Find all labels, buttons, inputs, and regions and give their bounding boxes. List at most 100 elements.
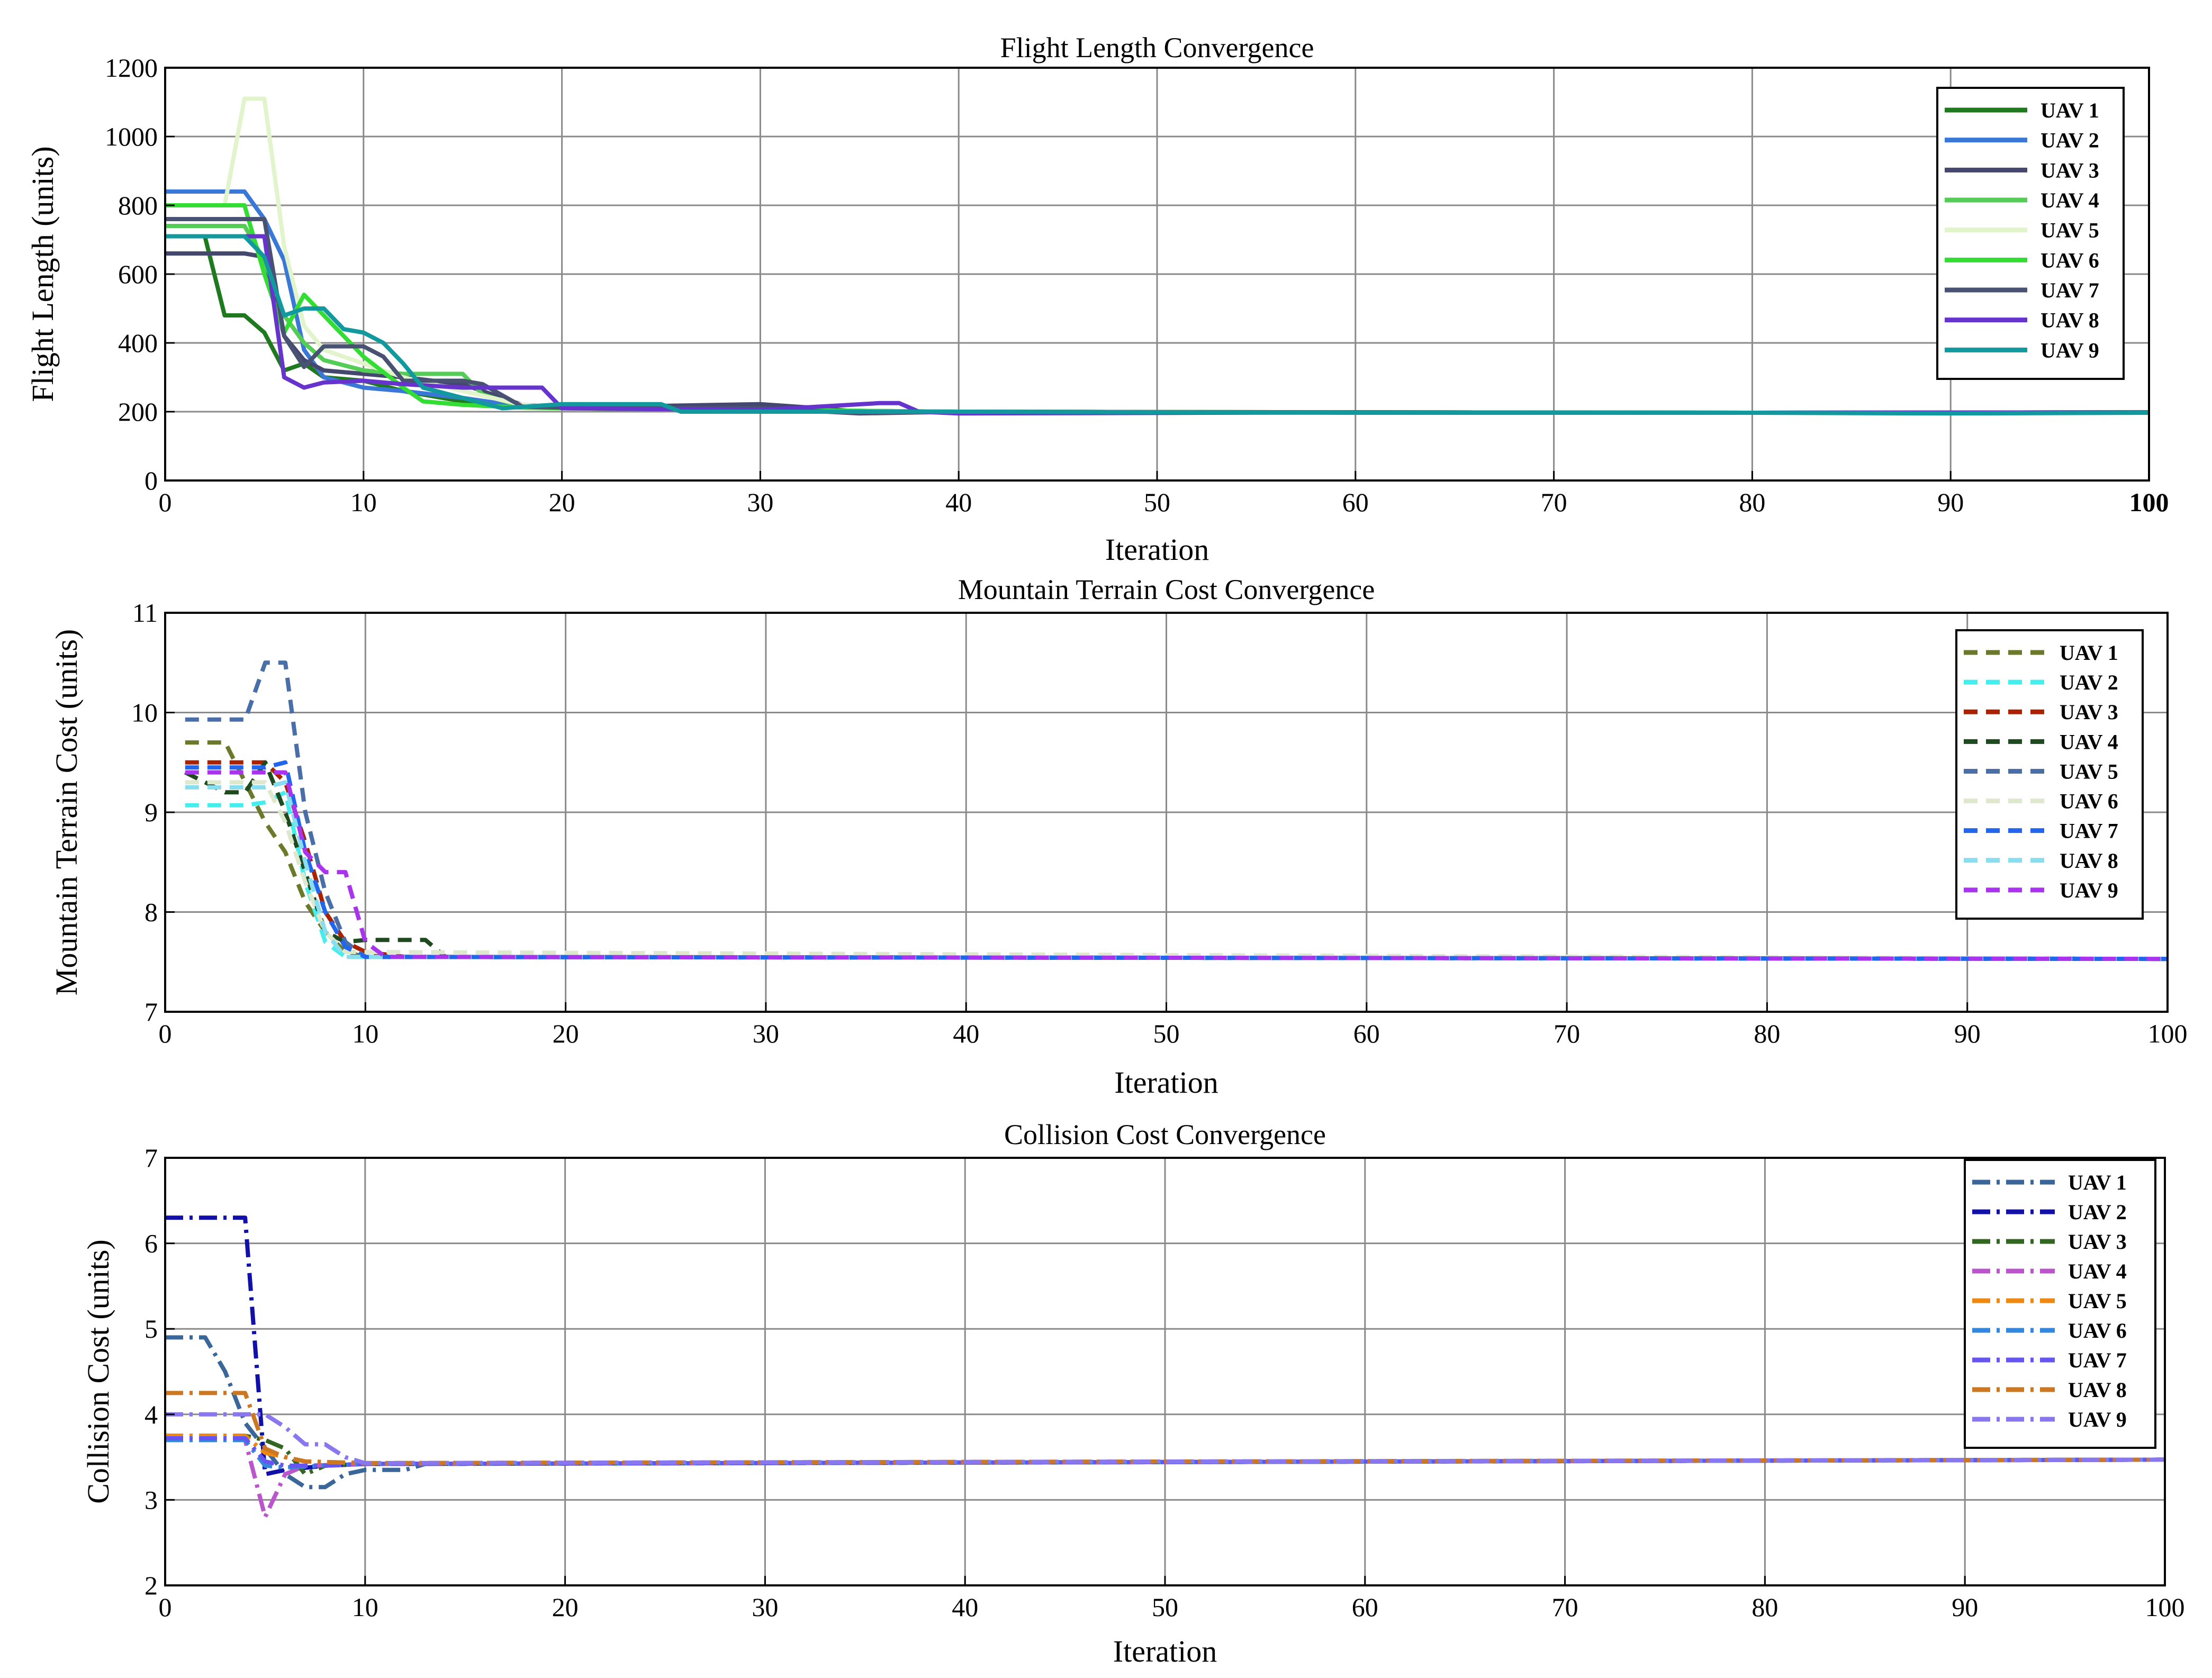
- legend-label-4: UAV 4: [2041, 188, 2099, 212]
- x-tick-label: 20: [549, 487, 575, 517]
- x-tick-label: 30: [753, 1019, 779, 1048]
- y-axis-label: Flight Length (units): [25, 146, 60, 402]
- x-tick-label: 60: [1342, 487, 1369, 517]
- x-axis-label: Iteration: [1114, 1065, 1218, 1100]
- series-line-9: [185, 770, 2168, 962]
- y-tick-label: 4: [145, 1400, 158, 1429]
- y-tick-label: 8: [145, 897, 158, 927]
- y-tick-label: 6: [145, 1229, 158, 1258]
- legend-label-9: UAV 9: [2068, 1408, 2127, 1431]
- y-tick-label: 7: [145, 997, 158, 1027]
- x-tick-label: 30: [747, 487, 773, 517]
- y-tick-label: 1000: [105, 122, 158, 151]
- chart-title: Flight Length Convergence: [1000, 32, 1314, 64]
- legend: UAV 1 UAV 2 UAV 3 UAV 4 UAV 5 UAV 6 UAV 7 UAV 8…: [1964, 1159, 2156, 1449]
- legend-label-4: UAV 4: [2060, 730, 2118, 754]
- legend-label-2: UAV 2: [2060, 670, 2118, 694]
- y-tick-label: 200: [118, 397, 158, 427]
- x-tick-label: 90: [1954, 1019, 1981, 1048]
- x-tick-label: 100: [2129, 487, 2169, 517]
- legend-label-1: UAV 1: [2060, 641, 2118, 665]
- legend-box: [1955, 629, 2144, 920]
- x-tick-label: 70: [1554, 1019, 1580, 1048]
- y-tick-label: 5: [145, 1314, 158, 1344]
- series-line-2: [185, 790, 2168, 962]
- x-tick-label: 60: [1353, 1019, 1380, 1048]
- y-tick-label: 0: [145, 466, 158, 495]
- y-tick-label: 600: [118, 259, 158, 289]
- legend-label-6: UAV 6: [2068, 1319, 2127, 1343]
- y-axis-label: Collision Cost (units): [81, 1239, 115, 1504]
- series-line-1: [165, 1335, 2165, 1490]
- chart-panel-3: 0 10 20 30 40 50 60 70 80 90 100 2 3 4 5 6 7 Collision Co…: [81, 1119, 2185, 1668]
- x-tick-label: 90: [1937, 487, 1964, 517]
- x-tick-label: 80: [1754, 1019, 1780, 1048]
- legend-label-6: UAV 6: [2060, 790, 2118, 813]
- y-tick-label: 1200: [105, 53, 158, 83]
- series-line-8: [185, 780, 2168, 962]
- x-tick-label: 70: [1552, 1592, 1578, 1622]
- x-tick-label: 40: [953, 1019, 979, 1048]
- y-tick-label: 400: [118, 328, 158, 358]
- legend-label-8: UAV 8: [2068, 1378, 2127, 1402]
- legend-label-1: UAV 1: [2068, 1171, 2127, 1194]
- legend-label-4: UAV 4: [2068, 1259, 2127, 1283]
- chart-panel-1: 0 10 20 30 40 50 60 70 80 90 100020040060080010001…: [25, 32, 2169, 567]
- x-tick-label: 90: [1952, 1592, 1978, 1622]
- x-tick-label: 10: [352, 1019, 378, 1048]
- legend-label-3: UAV 3: [2060, 700, 2118, 724]
- x-tick-label: 30: [752, 1592, 778, 1622]
- x-tick-label: 0: [159, 1019, 172, 1048]
- series-line-3: [185, 760, 2168, 962]
- legend-label-9: UAV 9: [2060, 878, 2118, 902]
- series-line-1: [185, 740, 2168, 962]
- y-tick-label: 800: [118, 191, 158, 220]
- x-axis-label: Iteration: [1113, 1634, 1217, 1668]
- x-tick-label: 50: [1152, 1592, 1178, 1622]
- legend-label-3: UAV 3: [2041, 158, 2099, 182]
- x-tick-label: 50: [1153, 1019, 1180, 1048]
- series-line-6: [185, 780, 2168, 962]
- x-tick-label: 100: [2145, 1592, 2185, 1622]
- x-tick-label: 10: [350, 487, 377, 517]
- y-tick-label: 9: [145, 797, 158, 827]
- chart-title: Collision Cost Convergence: [1004, 1119, 1326, 1150]
- x-tick-label: 70: [1541, 487, 1567, 517]
- legend-label-2: UAV 2: [2041, 129, 2099, 152]
- series-line-7: [185, 760, 2168, 962]
- y-axis-label: Mountain Terrain Cost (units): [49, 629, 84, 995]
- legend-label-1: UAV 1: [2041, 98, 2099, 122]
- legend-label-7: UAV 7: [2060, 819, 2118, 843]
- x-tick-label: 10: [352, 1592, 378, 1622]
- y-tick-label: 11: [132, 598, 158, 628]
- chart-title: Mountain Terrain Cost Convergence: [958, 574, 1375, 605]
- legend-label-5: UAV 5: [2041, 219, 2099, 242]
- legend-label-7: UAV 7: [2041, 278, 2099, 302]
- y-tick-label: 3: [145, 1485, 158, 1514]
- chart-panel-2: 0 10 20 30 40 50 60 70 80 90 100 7 8 9 10 11 Mountain Te…: [49, 574, 2188, 1100]
- legend-label-9: UAV 9: [2041, 338, 2099, 362]
- x-tick-label: 40: [945, 487, 972, 517]
- y-tick-label: 2: [145, 1571, 158, 1600]
- legend-label-8: UAV 8: [2041, 309, 2099, 332]
- x-tick-label: 40: [952, 1592, 978, 1622]
- legend-label-7: UAV 7: [2068, 1348, 2127, 1372]
- legend-box: [1936, 87, 2125, 380]
- legend: UAV 1 UAV 2 UAV 3 UAV 4 UAV 5 UAV 6 UAV 7 UAV 8…: [1955, 629, 2144, 920]
- series-line-9: [165, 1412, 2165, 1465]
- legend-label-6: UAV 6: [2041, 248, 2099, 272]
- x-tick-label: 20: [552, 1592, 579, 1622]
- x-tick-label: 100: [2148, 1019, 2188, 1048]
- legend-box: [1964, 1159, 2156, 1449]
- x-axis-label: Iteration: [1105, 532, 1209, 567]
- x-tick-label: 0: [159, 1592, 172, 1622]
- legend-label-8: UAV 8: [2060, 849, 2118, 873]
- x-tick-label: 60: [1352, 1592, 1378, 1622]
- x-tick-label: 80: [1751, 1592, 1778, 1622]
- x-tick-label: 80: [1739, 487, 1765, 517]
- y-tick-label: 10: [131, 698, 158, 728]
- x-tick-label: 0: [159, 487, 172, 517]
- legend-label-2: UAV 2: [2068, 1200, 2127, 1224]
- series-line-2: [165, 1216, 2165, 1476]
